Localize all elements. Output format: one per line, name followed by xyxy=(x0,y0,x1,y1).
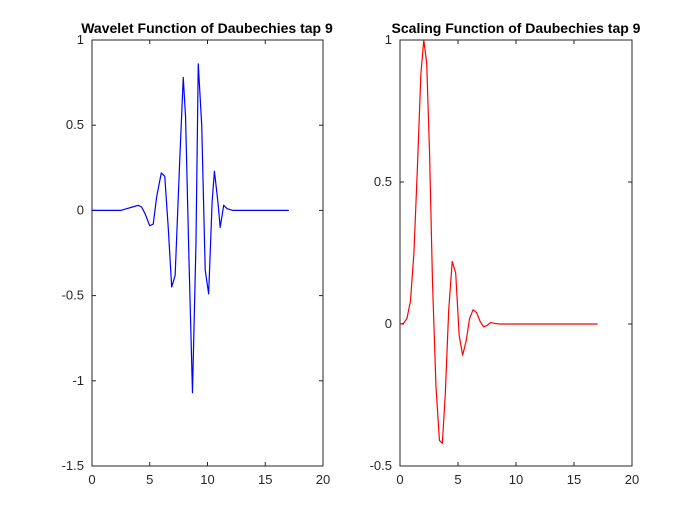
scaling-xtick-label: 15 xyxy=(567,472,581,487)
wavelet-ytick-label: -0.5 xyxy=(62,288,84,303)
scaling-xtick-label: 5 xyxy=(454,472,461,487)
scaling-ytick-label: 0 xyxy=(385,316,392,331)
wavelet-xtick-label: 20 xyxy=(316,472,330,487)
wavelet-ytick-label: 1 xyxy=(77,32,84,47)
wavelet-ytick-label: 0.5 xyxy=(66,117,84,132)
wavelet-ytick-label: -1 xyxy=(72,373,84,388)
wavelet-xtick-label: 0 xyxy=(88,472,95,487)
wavelet-ytick-label: 0 xyxy=(77,202,84,217)
wavelet-xtick-label: 5 xyxy=(146,472,153,487)
scaling-xtick-label: 20 xyxy=(625,472,639,487)
scaling-xtick-label: 10 xyxy=(509,472,523,487)
wavelet-plot-title: Wavelet Function of Daubechies tap 9 xyxy=(81,20,333,36)
wavelet-axes-box xyxy=(91,39,324,467)
scaling-ytick-label: -0.5 xyxy=(370,458,392,473)
scaling-xtick-label: 0 xyxy=(396,472,403,487)
scaling-axes-box xyxy=(399,39,633,467)
scaling-plot-title: Scaling Function of Daubechies tap 9 xyxy=(392,20,641,36)
wavelet-series-line xyxy=(91,63,289,394)
scaling-ytick-label: 1 xyxy=(385,32,392,47)
wavelet-xtick-label: 10 xyxy=(200,472,214,487)
wavelet-ytick-label: -1.5 xyxy=(62,458,84,473)
wavelet-xtick-label: 15 xyxy=(258,472,272,487)
scaling-ytick-label: 0.5 xyxy=(374,174,392,189)
scaling-series-line xyxy=(399,39,598,444)
